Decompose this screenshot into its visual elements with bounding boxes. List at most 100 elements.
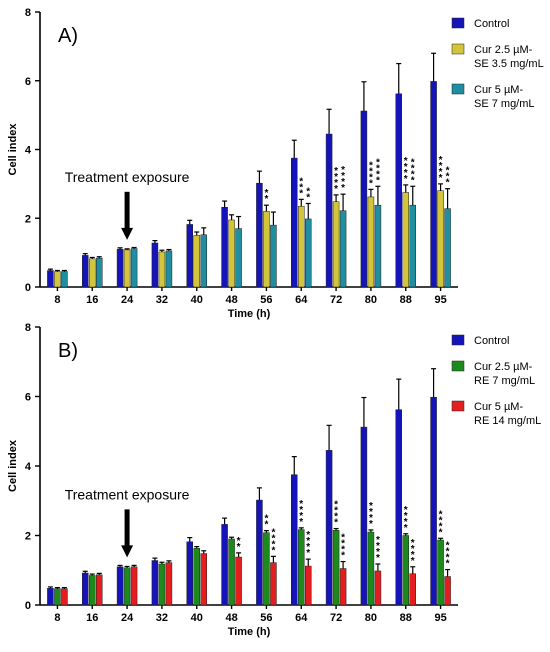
significance-mark: * [271, 545, 275, 556]
significance-mark: * [446, 172, 450, 183]
bar [123, 567, 131, 606]
x-tick-label: 40 [191, 612, 203, 624]
significance-mark: * [376, 535, 380, 546]
significance-mark: * [376, 157, 380, 168]
significance-mark: * [341, 545, 345, 556]
x-tick-label: 64 [295, 612, 308, 624]
legend-entry: SE 3.5 mg/mL [474, 58, 544, 70]
significance-mark: * [299, 499, 303, 510]
bar [61, 588, 68, 606]
bar [82, 255, 89, 288]
significance-mark: * [306, 548, 310, 559]
significance-mark: * [341, 177, 345, 188]
bar [89, 258, 96, 288]
significance-mark: * [341, 183, 345, 194]
significance-mark: * [411, 175, 415, 186]
significance-mark: * [237, 542, 241, 553]
significance-mark: * [299, 188, 303, 199]
significance-mark: * [411, 550, 415, 561]
significance-mark: * [446, 553, 450, 564]
x-tick-label: 48 [225, 294, 237, 306]
y-tick-label: 4 [25, 461, 32, 473]
bar [395, 409, 402, 606]
bar [298, 205, 305, 288]
significance-mark: * [446, 166, 450, 177]
x-tick-label: 32 [156, 294, 168, 306]
bar [263, 211, 270, 288]
bar [96, 574, 103, 606]
x-tick-label: 95 [434, 612, 446, 624]
treatment-exposure-label: Treatment exposure [65, 169, 190, 185]
significance-mark: * [369, 507, 373, 518]
y-tick-label: 6 [25, 392, 31, 404]
significance-mark: * [341, 171, 345, 182]
significance-mark: * [334, 500, 338, 511]
bar [61, 271, 68, 288]
x-tick-label: 40 [191, 294, 203, 306]
significance-mark: * [411, 157, 415, 168]
y-tick-label: 8 [25, 322, 31, 334]
legend-entry: SE 7 mg/mL [474, 98, 535, 110]
legend-entry: Cur 2.5 µM- [474, 361, 533, 373]
bar [409, 573, 416, 606]
bar [270, 224, 277, 288]
significance-mark: * [446, 547, 450, 558]
x-tick-label: 48 [225, 612, 237, 624]
significance-mark: * [306, 542, 310, 553]
significance-mark: * [376, 169, 380, 180]
bar [367, 531, 375, 606]
x-tick-label: 24 [121, 612, 134, 624]
significance-mark: * [334, 178, 338, 189]
significance-mark: * [439, 521, 443, 532]
bar [165, 250, 173, 288]
bar [96, 257, 103, 288]
significance-mark: * [439, 515, 443, 526]
arrow-shaft [124, 191, 130, 230]
bar [235, 556, 242, 606]
significance-mark: * [369, 178, 373, 189]
bar [186, 541, 193, 606]
significance-mark: * [411, 544, 415, 555]
panel-label: B) [58, 340, 78, 362]
panel-label: A) [58, 25, 78, 47]
bar [374, 570, 382, 606]
significance-mark: * [306, 530, 310, 541]
significance-mark: * [404, 523, 408, 534]
x-tick-label: 88 [400, 294, 412, 306]
significance-mark: * [411, 556, 415, 567]
x-tick-label: 8 [54, 294, 60, 306]
significance-mark: * [376, 175, 380, 186]
bar [256, 182, 263, 288]
bar [339, 210, 347, 288]
bar [367, 196, 375, 288]
bar [221, 524, 228, 606]
significance-mark: * [376, 553, 380, 564]
significance-mark: * [439, 527, 443, 538]
significance-mark: * [376, 163, 380, 174]
bar [325, 133, 333, 288]
x-tick-label: 56 [260, 294, 272, 306]
significance-mark: * [446, 541, 450, 552]
x-tick-label: 95 [434, 294, 446, 306]
y-tick-label: 6 [25, 76, 31, 88]
bar [123, 249, 131, 288]
significance-mark: * [376, 541, 380, 552]
y-tick-label: 2 [25, 213, 31, 225]
significance-mark: * [404, 511, 408, 522]
bar [158, 251, 166, 288]
significance-mark: * [439, 155, 443, 166]
significance-mark: * [264, 188, 268, 199]
significance-mark: * [237, 536, 241, 547]
legend-swatch [451, 400, 465, 412]
bar [165, 562, 173, 606]
bar [325, 450, 333, 606]
legend-swatch [451, 43, 465, 55]
bar [263, 532, 270, 606]
significance-mark: * [369, 166, 373, 177]
significance-mark: * [411, 538, 415, 549]
bar [291, 474, 298, 606]
y-tick-label: 0 [25, 282, 31, 294]
